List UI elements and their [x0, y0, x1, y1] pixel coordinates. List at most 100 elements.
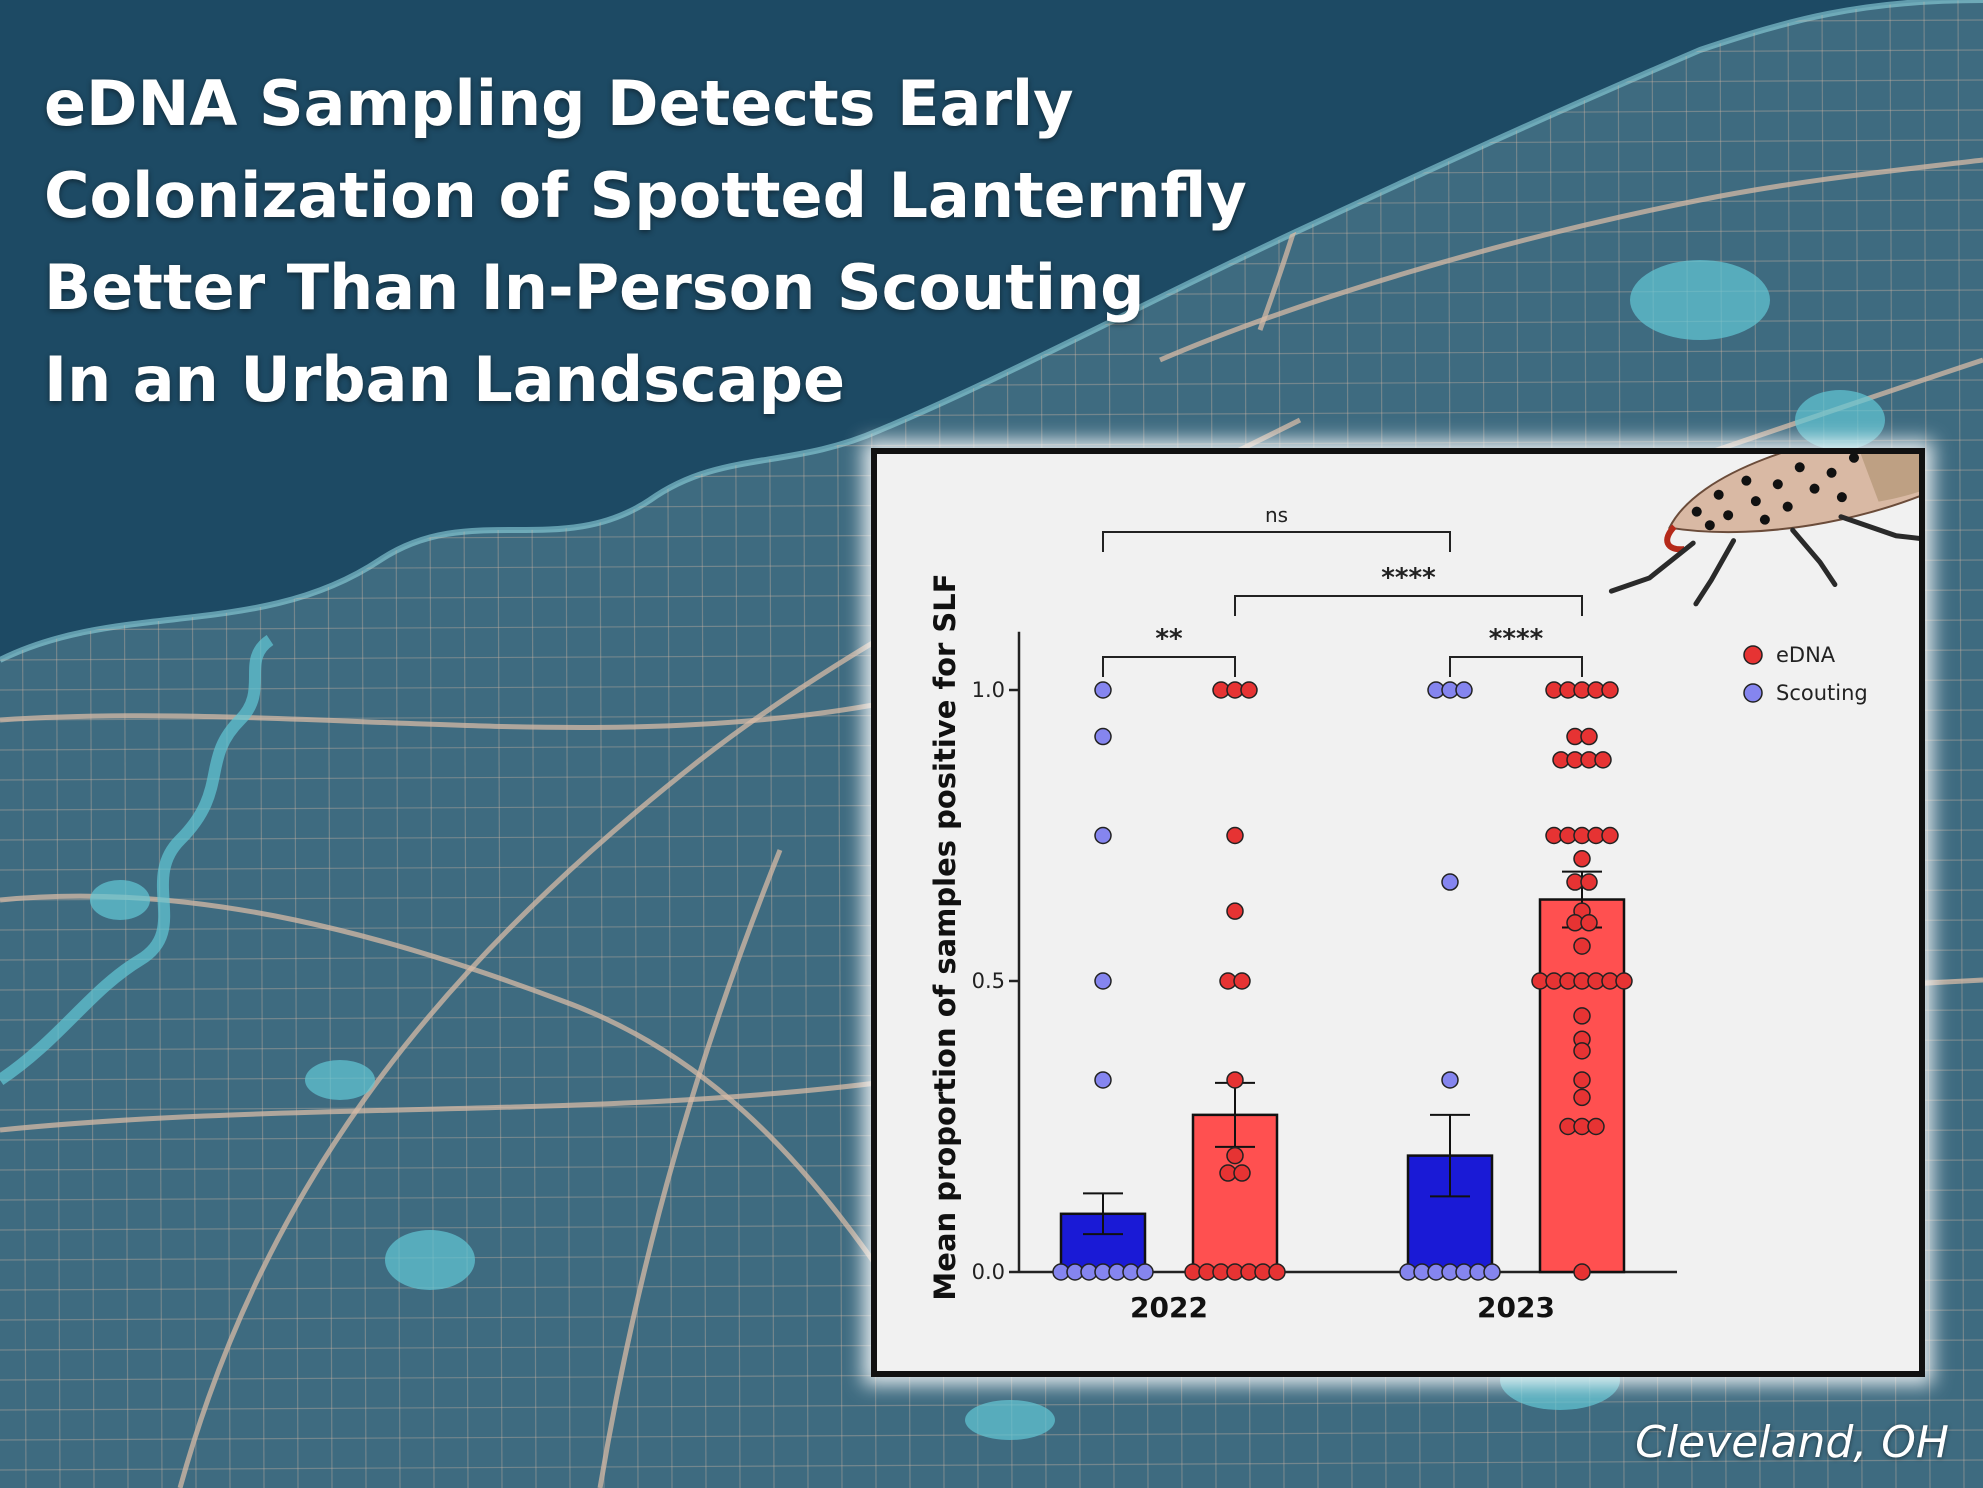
lanternfly-wing: [1667, 454, 1919, 534]
chart-bars: [1059, 870, 1626, 1274]
lanternfly-spot: [1809, 483, 1820, 494]
x-tick-label: 2022: [1130, 1291, 1208, 1324]
highway: [1159, 157, 1983, 363]
bracket-label: **: [1155, 624, 1183, 654]
lanternfly-spot: [1782, 501, 1793, 512]
chart-axes: 0.0 0.5 1.0 2022 2023: [972, 631, 1677, 1324]
river: [0, 635, 274, 1085]
point-edna: [1233, 1164, 1251, 1182]
point-scouting: [1441, 873, 1459, 891]
lanternfly-spot: [1848, 454, 1859, 463]
point-edna: [1580, 873, 1598, 891]
lanternfly-body: [1608, 454, 1919, 607]
bracket-line: [1449, 656, 1583, 677]
headline: eDNA Sampling Detects Early Colonization…: [44, 58, 1344, 426]
point-scouting: [1455, 681, 1473, 699]
point-edna: [1573, 1263, 1591, 1281]
point-edna: [1226, 1071, 1244, 1089]
point-scouting: [1136, 1263, 1154, 1281]
bracket-line: [1102, 531, 1451, 552]
lanternfly-spot: [1836, 492, 1847, 503]
point-edna: [1226, 902, 1244, 920]
bracket-line: [1234, 595, 1583, 616]
point-edna: [1573, 1007, 1591, 1025]
point-edna: [1226, 826, 1244, 845]
lanternfly-spot: [1826, 467, 1837, 478]
y-axis-label: Mean proportion of samples positive for …: [928, 573, 962, 1300]
bracket-label: ns: [1265, 503, 1288, 527]
bracket-label: ****: [1489, 624, 1544, 654]
point-edna: [1226, 1146, 1244, 1165]
point-edna: [1573, 1071, 1591, 1089]
point-edna: [1573, 850, 1591, 868]
chart-legend: eDNA Scouting: [1743, 643, 1868, 705]
point-scouting: [1094, 1071, 1112, 1089]
point-edna: [1594, 751, 1612, 769]
lanternfly-spot: [1713, 489, 1724, 500]
lanternfly-wingtip: [1855, 454, 1919, 502]
chart-points: [1052, 681, 1633, 1281]
lanternfly-leg: [1790, 527, 1838, 588]
location-label: Cleveland, OH: [1635, 1417, 1949, 1468]
lanternfly-leg: [1838, 514, 1919, 542]
point-edna: [1601, 681, 1619, 699]
lanternfly-leg: [1693, 538, 1737, 607]
water-patch: [1795, 390, 1885, 450]
highway: [597, 849, 783, 1488]
highway: [0, 893, 903, 1302]
point-edna: [1580, 727, 1598, 746]
lanternfly-head: [1664, 524, 1685, 553]
water-patch: [1630, 260, 1770, 340]
legend-marker: [1743, 645, 1763, 665]
point-edna: [1233, 972, 1251, 990]
x-tick-label: 2023: [1477, 1291, 1555, 1324]
y-tick-label: 0.5: [972, 969, 1005, 993]
lanternfly-spot: [1691, 506, 1702, 517]
lanternfly-icon: [1608, 454, 1919, 607]
point-edna: [1601, 826, 1619, 845]
water-patch: [385, 1230, 475, 1290]
lanternfly-spot: [1723, 510, 1734, 521]
point-edna: [1573, 1088, 1591, 1107]
lanternfly-leg: [1608, 540, 1696, 594]
point-scouting: [1094, 727, 1112, 746]
point-edna: [1573, 937, 1591, 955]
street: [0, 1459, 1983, 1471]
point-scouting: [1094, 826, 1112, 845]
point-scouting: [1441, 1071, 1459, 1089]
headline-line-2: Colonization of Spotted Lanternfly: [44, 159, 1247, 232]
street: [1923, 0, 1931, 1488]
bracket-label: ****: [1381, 563, 1436, 593]
point-edna: [1580, 914, 1598, 932]
legend-label: eDNA: [1776, 643, 1836, 667]
lanternfly-spot: [1741, 475, 1752, 486]
headline-line-1: eDNA Sampling Detects Early: [44, 67, 1074, 140]
point-edna: [1240, 681, 1258, 699]
point-edna: [1573, 1042, 1591, 1060]
point-edna: [1615, 972, 1633, 990]
shoreline: [0, 0, 1983, 663]
lanternfly-spot: [1750, 496, 1761, 507]
y-tick-label: 0.0: [972, 1260, 1005, 1284]
legend-label: Scouting: [1776, 681, 1868, 705]
legend-marker: [1743, 683, 1763, 703]
headline-line-3: Better Than In-Person Scouting: [44, 251, 1145, 324]
chart-panel: 0.0 0.5 1.0 2022 2023 ** **** **** ns eDNA Scout…: [871, 448, 1925, 1377]
street: [1957, 0, 1965, 1488]
point-edna: [1587, 1117, 1605, 1136]
water-patch: [305, 1060, 375, 1100]
headline-line-4: In an Urban Landscape: [44, 343, 846, 416]
point-scouting: [1094, 681, 1112, 699]
significance-brackets: ** ********ns: [1102, 503, 1583, 677]
water-patch: [90, 880, 150, 920]
water-patch: [965, 1400, 1055, 1440]
lanternfly-spot: [1759, 514, 1770, 525]
point-scouting: [1094, 972, 1112, 990]
lanternfly-spot: [1704, 520, 1715, 531]
lanternfly-spot: [1794, 462, 1805, 473]
lanternfly-spot: [1772, 479, 1783, 490]
point-edna: [1268, 1263, 1286, 1281]
bracket-line: [1102, 656, 1236, 677]
y-tick-label: 1.0: [972, 678, 1005, 702]
